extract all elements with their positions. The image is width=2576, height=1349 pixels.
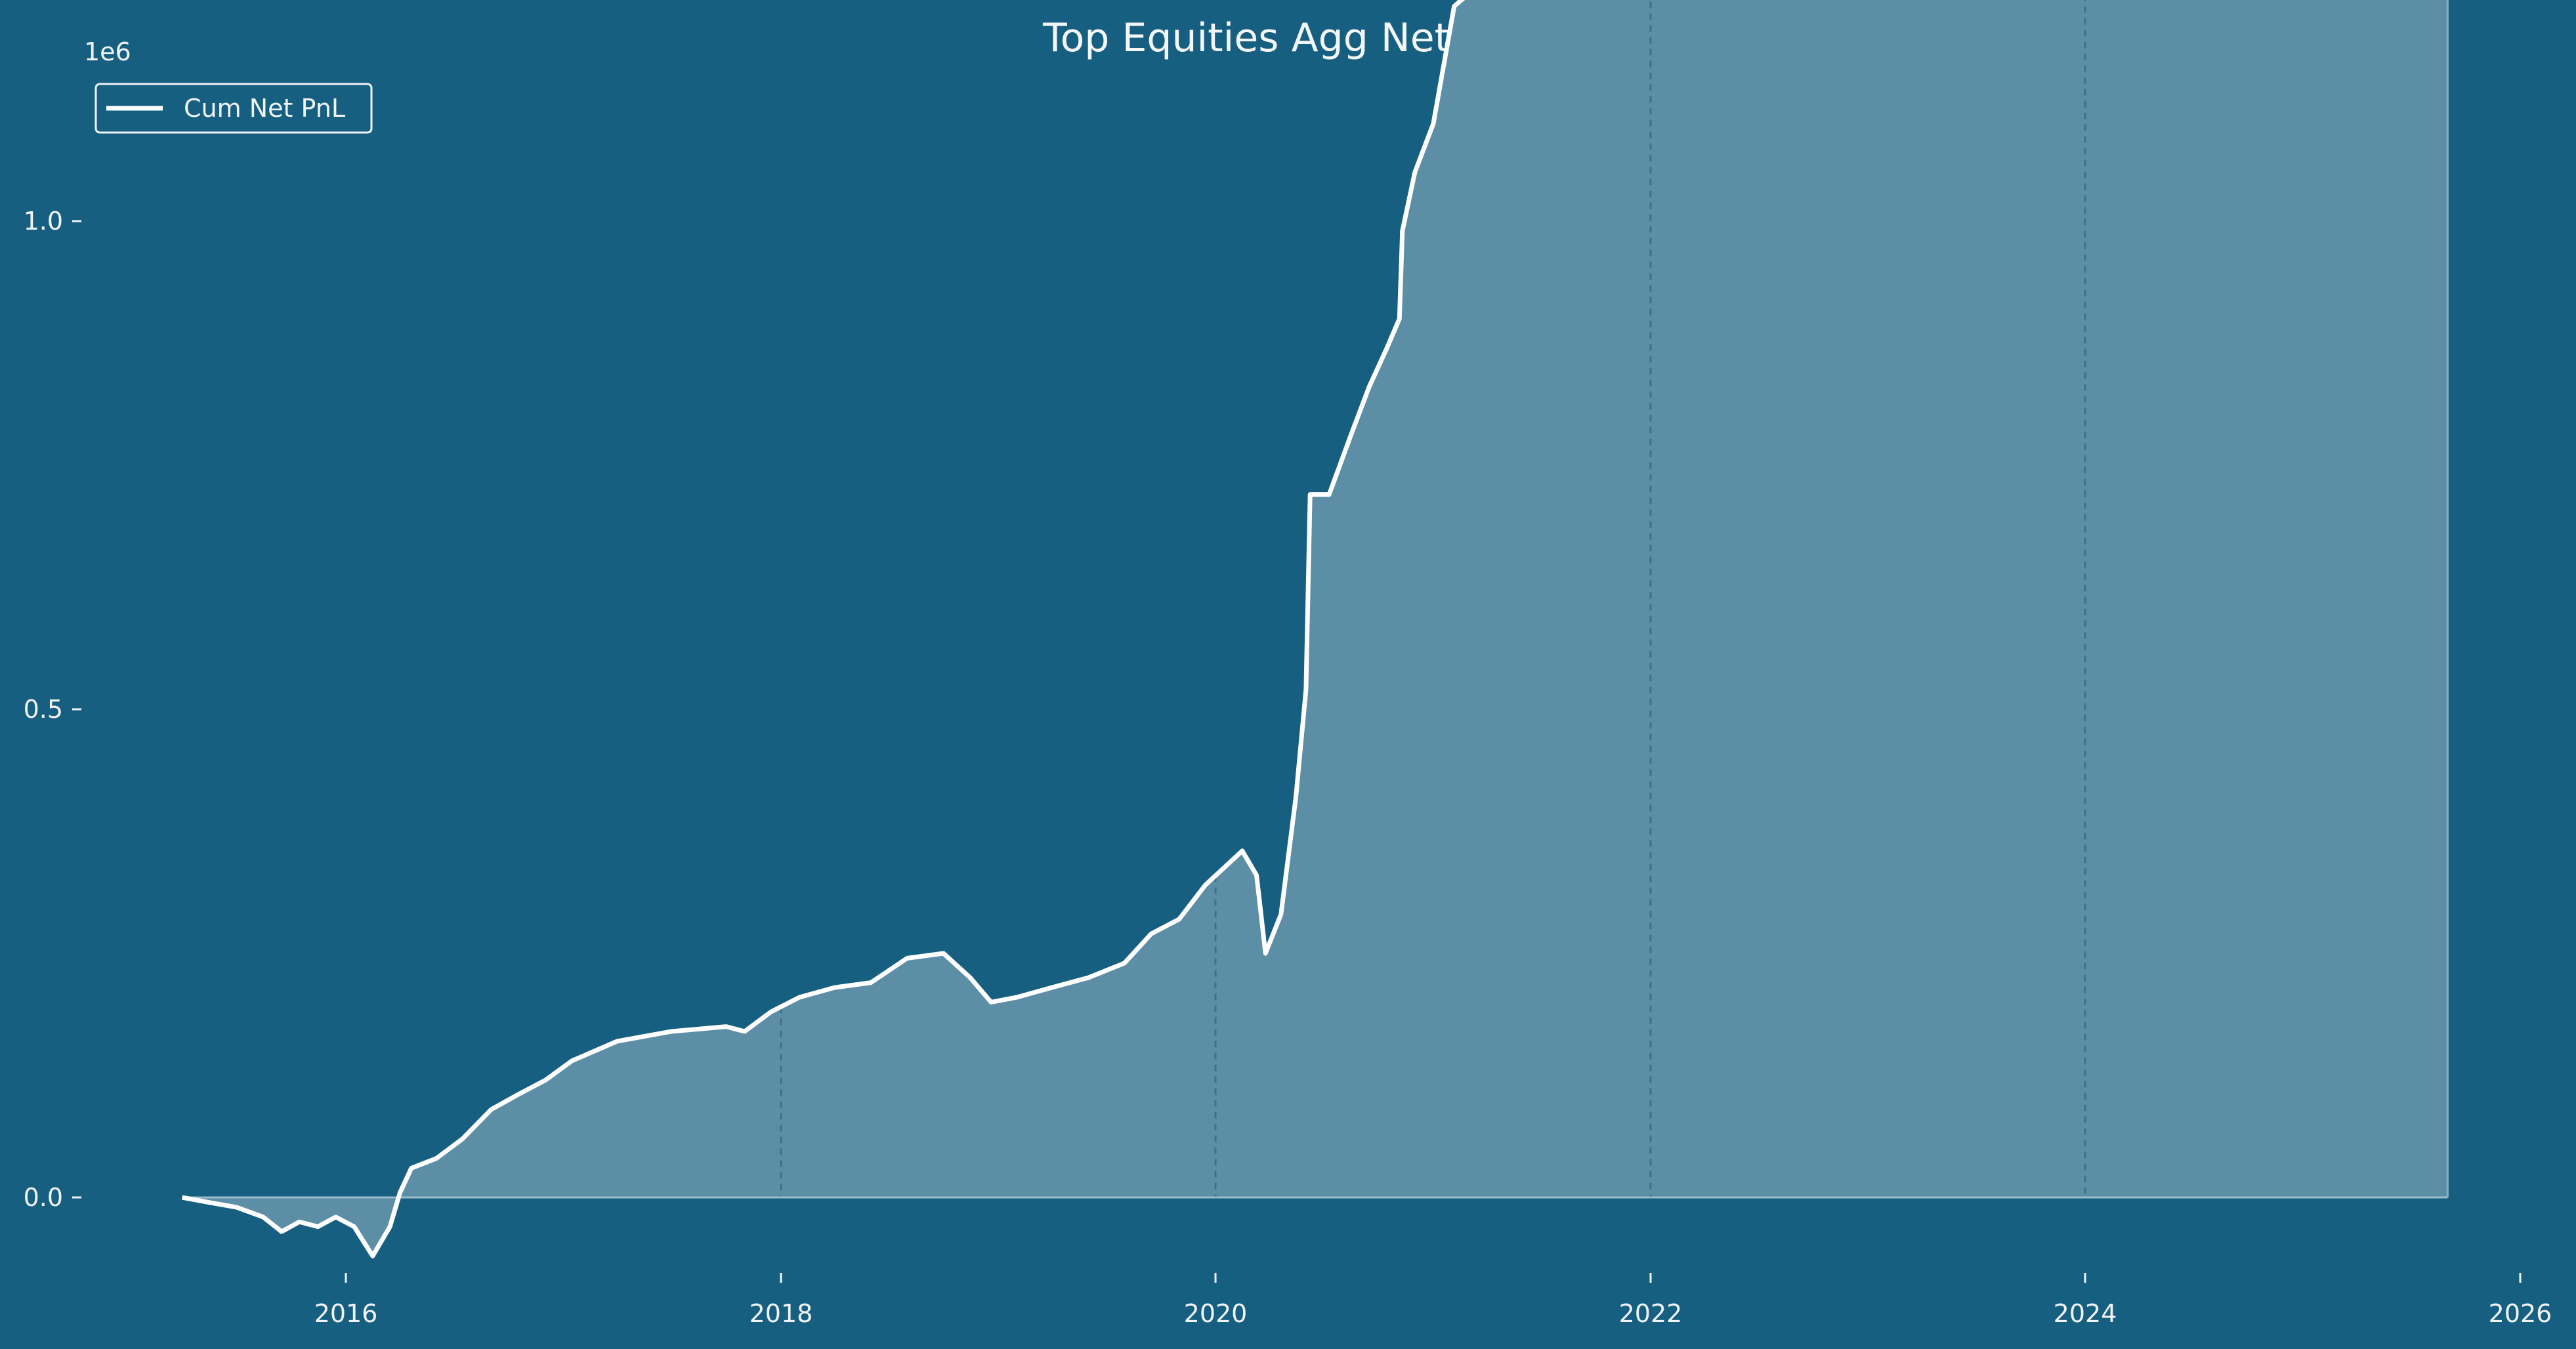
legend-label: Cum Net PnL [184,94,345,123]
cum-pnl-area [182,0,2448,1256]
x-tick-label-2018: 2018 [750,1299,813,1328]
y-axis: 0.00.51.01.52.0 [24,207,81,1212]
x-tick-label-2026: 2026 [2489,1299,2552,1328]
x-tick-label-2016: 2016 [314,1299,378,1328]
x-axis: 2016 2018 2020 2022 2024 2026 [314,1273,2552,1328]
x-tick-label-2024: 2024 [2054,1299,2117,1328]
plot-area [181,0,2449,1258]
year-markers [780,0,2086,1197]
legend[interactable]: Cum Net PnL [95,83,373,134]
legend-box [95,83,373,134]
y-tick-label-0.0: 0.0 [24,1183,63,1212]
cum-pnl-line [181,0,1466,1258]
y-tick-label-1.0: 1.0 [24,207,63,236]
y-axis-offset-label: 1e6 [84,37,131,66]
y-tick-label-0.5: 0.5 [24,695,63,724]
x-tick-label-2020: 2020 [1184,1299,1248,1328]
x-tick-label-2022: 2022 [1619,1299,1683,1328]
